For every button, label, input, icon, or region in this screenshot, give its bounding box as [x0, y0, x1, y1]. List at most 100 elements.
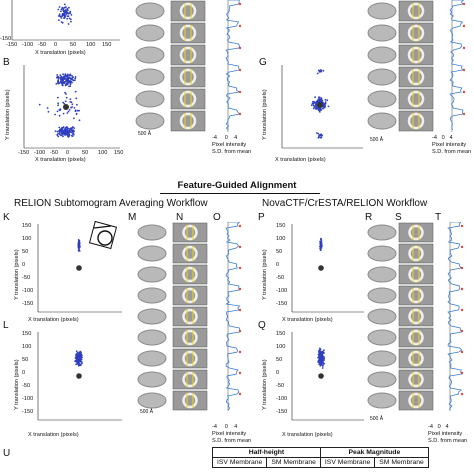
scatter-point	[320, 136, 323, 138]
scatter-point	[74, 360, 77, 363]
peak-marker	[238, 308, 242, 312]
scatter-point	[69, 77, 71, 80]
panel-letter-t: T	[435, 212, 442, 223]
panel-l-center-marker	[76, 373, 82, 379]
scatter-point	[61, 126, 63, 129]
panel-g-xlabel: X translation (pixels)	[275, 157, 326, 163]
scatter-point	[63, 131, 66, 133]
scatter-point	[317, 108, 320, 110]
y-tick-label: -50	[276, 383, 285, 389]
membrane-ring	[182, 350, 198, 367]
scatter-point	[77, 249, 80, 252]
scatter-point	[47, 110, 50, 113]
scatter-point	[78, 355, 81, 358]
scatter-point	[58, 6, 61, 8]
surface-render	[367, 24, 397, 42]
membrane-ring	[179, 2, 197, 20]
membrane-ring	[407, 112, 425, 130]
x-tick-label: 150	[102, 42, 112, 48]
scatter-point	[65, 93, 67, 95]
em-slice	[172, 264, 208, 285]
scatter-point	[66, 73, 69, 76]
scatter-point	[322, 364, 324, 366]
x-tick-label: 0	[54, 42, 58, 48]
y-tick-label: -150	[22, 409, 34, 415]
scatter-point	[74, 79, 76, 81]
em-slice	[172, 222, 208, 243]
peak-marker	[462, 68, 466, 72]
surface-render	[367, 350, 397, 367]
scatter-point	[74, 76, 77, 78]
y-tick-label: 100	[276, 236, 286, 242]
scatter-point	[320, 245, 323, 248]
membrane-ring	[182, 308, 198, 325]
x-tick-label: -100	[34, 150, 46, 156]
scatter-point	[65, 128, 67, 131]
surface-render	[367, 2, 397, 20]
scatter-point	[318, 350, 321, 353]
scatter-point	[78, 246, 80, 249]
scatter-point	[319, 348, 322, 351]
btick-0-right: 0	[437, 424, 441, 430]
scatter-point	[71, 75, 73, 77]
x-tick-label: 0	[66, 150, 70, 156]
scatter-point	[75, 97, 78, 100]
em-slice	[172, 348, 208, 369]
scatter-point	[80, 363, 82, 366]
scatter-point	[323, 104, 326, 107]
scatter-point	[64, 80, 67, 83]
peak-marker	[238, 266, 242, 270]
scatter-point	[57, 82, 60, 85]
panel-g-center-marker	[317, 102, 323, 108]
y-tick-label: -100	[276, 396, 288, 402]
scatter-point	[69, 83, 72, 86]
scatter-point	[70, 131, 73, 134]
scatter-point	[75, 359, 78, 362]
scatter-point	[79, 351, 82, 354]
membrane-ring	[179, 46, 197, 64]
em-slice	[398, 306, 434, 327]
panel-k-scatter-svg	[37, 220, 122, 313]
scatter-point	[74, 110, 77, 113]
scatter-point	[319, 364, 322, 367]
scatter-point	[322, 352, 325, 355]
scatter-point	[71, 103, 74, 106]
scatter-point	[72, 76, 74, 79]
tick-neg4-right: -4	[432, 135, 437, 141]
membrane-ring	[407, 90, 425, 108]
em-slice	[172, 285, 208, 306]
panel-b-xlabel: X translation (pixels)	[35, 157, 86, 163]
scatter-point	[71, 133, 74, 135]
scatter-point	[319, 247, 321, 250]
scatter-point	[320, 237, 322, 240]
peak-marker	[460, 329, 464, 333]
scatter-point	[67, 110, 70, 113]
scatter-point	[324, 102, 327, 105]
peak-marker	[460, 224, 464, 228]
scatter-point	[62, 101, 64, 104]
scatter-point	[69, 10, 72, 13]
panel-k-center-marker	[76, 265, 82, 271]
scatter-point	[69, 82, 72, 84]
peak-marker	[462, 46, 466, 50]
panel-l-scatter	[12, 328, 128, 428]
surface-render	[137, 266, 167, 283]
panel-l-xlabel: X translation (pixels)	[28, 432, 79, 438]
scatter-point	[312, 107, 315, 110]
scatter-point	[57, 96, 59, 99]
tick-4: 4	[234, 135, 238, 141]
scatter-point	[320, 354, 323, 357]
scatter-point	[76, 109, 79, 112]
right-workflow-title: NovaCTF/CrESTA/RELION Workflow	[262, 198, 428, 209]
x-tick-label: -50	[50, 150, 59, 156]
peak-marker	[238, 287, 242, 291]
surface-render	[367, 112, 397, 130]
surface-render	[137, 245, 167, 262]
scatter-point	[320, 99, 323, 101]
scatter-point	[46, 107, 49, 109]
scatter-point	[69, 131, 71, 133]
panel-k-scatter	[12, 220, 128, 320]
em-slice	[172, 327, 208, 348]
panel-letter-m: M	[128, 212, 137, 223]
surface-render	[367, 308, 397, 325]
